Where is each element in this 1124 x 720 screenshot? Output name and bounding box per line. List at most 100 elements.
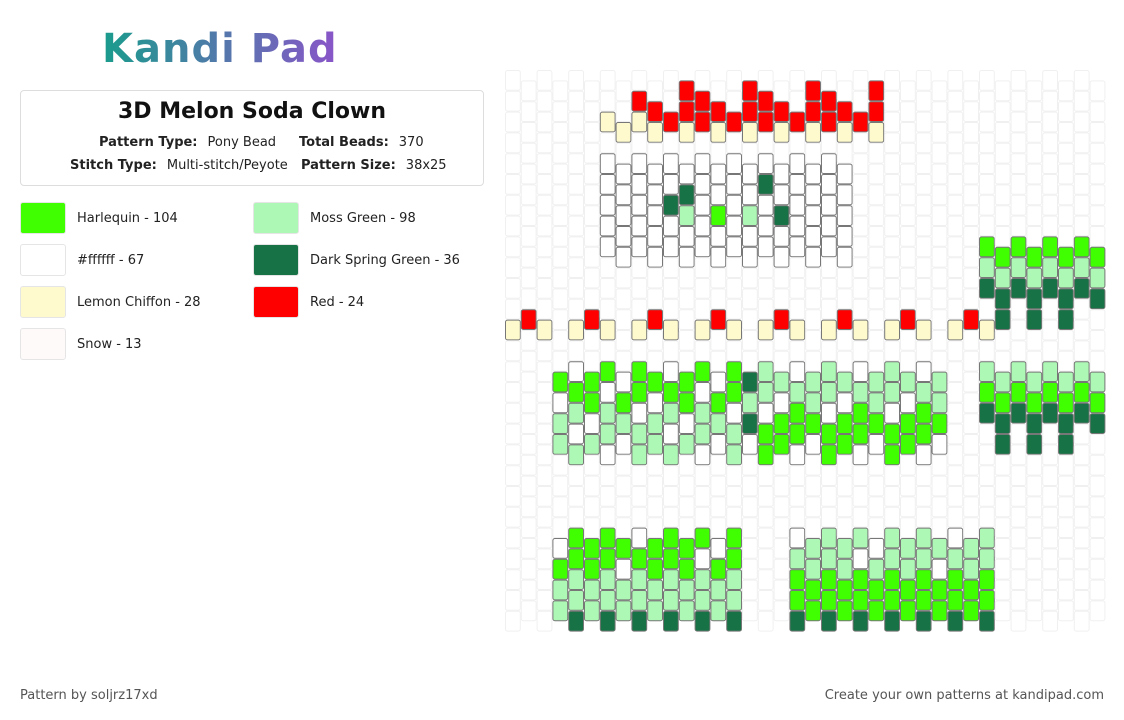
bead[interactable]	[536, 486, 553, 507]
bead[interactable]	[884, 590, 901, 611]
bead[interactable]	[868, 226, 885, 247]
bead[interactable]	[915, 444, 932, 466]
bead[interactable]	[947, 236, 964, 258]
bead[interactable]	[836, 288, 853, 310]
bead[interactable]	[947, 194, 964, 216]
bead[interactable]	[789, 215, 806, 237]
bead[interactable]	[536, 257, 553, 279]
bead[interactable]	[789, 236, 806, 258]
bead[interactable]	[868, 600, 885, 622]
bead[interactable]	[789, 527, 806, 549]
bead[interactable]	[663, 444, 679, 466]
bead[interactable]	[726, 423, 743, 445]
bead[interactable]	[615, 122, 632, 143]
bead[interactable]	[663, 527, 679, 549]
bead[interactable]	[1089, 558, 1106, 580]
bead[interactable]	[931, 142, 948, 164]
bead[interactable]	[694, 610, 711, 632]
bead[interactable]	[773, 267, 790, 289]
bead[interactable]	[821, 90, 837, 112]
bead[interactable]	[663, 111, 679, 133]
bead[interactable]	[1073, 278, 1090, 299]
bead[interactable]	[979, 278, 995, 299]
bead[interactable]	[884, 298, 901, 320]
bead[interactable]	[773, 330, 790, 351]
bead[interactable]	[821, 382, 837, 403]
bead[interactable]	[552, 205, 569, 226]
bead[interactable]	[615, 184, 632, 206]
bead[interactable]	[1089, 371, 1106, 393]
bead[interactable]	[947, 319, 964, 341]
bead[interactable]	[773, 371, 790, 393]
bead[interactable]	[963, 600, 980, 622]
bead[interactable]	[852, 465, 869, 487]
bead[interactable]	[963, 434, 980, 455]
bead[interactable]	[647, 205, 664, 226]
bead[interactable]	[963, 413, 980, 435]
bead[interactable]	[536, 70, 553, 91]
bead[interactable]	[694, 382, 711, 403]
bead[interactable]	[994, 226, 1011, 247]
bead[interactable]	[994, 184, 1011, 206]
bead[interactable]	[726, 153, 743, 174]
bead[interactable]	[868, 392, 885, 414]
bead[interactable]	[599, 153, 616, 174]
bead[interactable]	[852, 174, 869, 195]
bead[interactable]	[773, 558, 790, 580]
bead[interactable]	[1089, 122, 1106, 143]
bead[interactable]	[505, 444, 521, 466]
bead[interactable]	[1089, 80, 1106, 102]
bead[interactable]	[599, 610, 616, 632]
bead[interactable]	[536, 402, 553, 424]
bead[interactable]	[520, 413, 537, 435]
bead[interactable]	[1089, 579, 1106, 601]
bead[interactable]	[599, 361, 616, 383]
bead[interactable]	[884, 257, 901, 279]
bead[interactable]	[647, 184, 664, 206]
bead[interactable]	[536, 465, 553, 487]
bead[interactable]	[900, 371, 916, 393]
bead[interactable]	[915, 590, 932, 611]
bead[interactable]	[821, 361, 837, 383]
bead[interactable]	[884, 319, 901, 341]
bead[interactable]	[536, 423, 553, 445]
bead[interactable]	[931, 434, 948, 455]
bead[interactable]	[979, 215, 995, 237]
bead[interactable]	[1042, 527, 1058, 549]
bead[interactable]	[836, 267, 853, 289]
bead[interactable]	[884, 215, 901, 237]
bead[interactable]	[773, 184, 790, 206]
bead[interactable]	[821, 402, 837, 424]
bead[interactable]	[1042, 610, 1058, 632]
bead[interactable]	[979, 423, 995, 445]
bead[interactable]	[599, 70, 616, 91]
bead[interactable]	[568, 90, 585, 112]
bead[interactable]	[742, 80, 758, 102]
bead[interactable]	[1026, 267, 1043, 289]
bead[interactable]	[915, 361, 932, 383]
bead[interactable]	[852, 153, 869, 174]
bead[interactable]	[931, 288, 948, 310]
bead[interactable]	[757, 70, 774, 91]
bead[interactable]	[915, 111, 932, 133]
bead[interactable]	[1042, 236, 1058, 258]
bead[interactable]	[647, 122, 664, 143]
bead[interactable]	[536, 90, 553, 112]
bead[interactable]	[726, 402, 743, 424]
bead[interactable]	[994, 434, 1011, 455]
bead[interactable]	[757, 132, 774, 154]
bead[interactable]	[1089, 246, 1106, 268]
bead[interactable]	[710, 413, 727, 435]
bead[interactable]	[868, 184, 885, 206]
bead[interactable]	[836, 80, 853, 102]
bead[interactable]	[615, 600, 632, 622]
bead[interactable]	[599, 569, 616, 591]
bead[interactable]	[520, 579, 537, 601]
bead[interactable]	[789, 298, 806, 320]
bead[interactable]	[773, 475, 790, 497]
bead[interactable]	[615, 434, 632, 455]
bead[interactable]	[1058, 475, 1074, 497]
bead[interactable]	[805, 122, 822, 143]
bead[interactable]	[663, 486, 679, 507]
bead[interactable]	[900, 330, 916, 351]
